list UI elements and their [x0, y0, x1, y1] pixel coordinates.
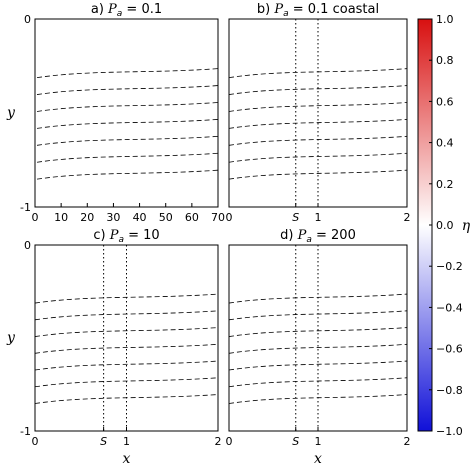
panel-title: d) Pa = 200 — [280, 228, 356, 245]
contour-line — [229, 343, 407, 354]
panel-3: d) Pa = 200 0 S 1 2 x — [226, 228, 411, 467]
y-tick-label: -1 — [20, 425, 31, 438]
contour-line — [35, 293, 218, 304]
x-tick-label: S — [100, 435, 107, 448]
colorbar-tick-label: 1.0 — [436, 13, 454, 26]
x-tick-label: S — [292, 435, 299, 448]
x-tick-label: 2 — [404, 211, 411, 224]
panel-2: c) Pa = 100 S 1 20-1yx — [6, 228, 221, 467]
colorbar-tick-label: −0.8 — [436, 384, 463, 397]
contour-line — [35, 343, 218, 354]
x-tick-label: 0 — [226, 211, 233, 224]
x-tick-label: 0 — [32, 435, 39, 448]
colorbar-tick-label: 0.4 — [436, 137, 454, 150]
contour-line — [35, 394, 218, 404]
contour-line — [229, 377, 407, 388]
contour-line — [229, 310, 407, 321]
x-axis-label: x — [314, 451, 322, 467]
plot-area — [35, 245, 218, 431]
colorbar-tick-label: 0.2 — [436, 178, 454, 191]
contour-line — [36, 135, 218, 146]
panel-1: b) Pa = 0.1 coastal 0 S 1 2 — [226, 2, 411, 224]
y-tick-label: -1 — [20, 201, 31, 214]
panel-title: a) Pa = 0.1 — [91, 2, 162, 19]
contour-line — [35, 360, 218, 371]
panel-title: b) Pa = 0.1 coastal — [257, 2, 379, 19]
x-tick-label: 60 — [185, 211, 199, 224]
contour-line — [229, 102, 407, 112]
x-tick-label: 40 — [133, 211, 147, 224]
y-tick-label: 0 — [24, 13, 31, 26]
colorbar-tick-label: 0.0 — [436, 219, 454, 232]
contour-line — [36, 169, 218, 180]
x-tick-label: 1 — [315, 211, 322, 224]
colorbar-tick-label: −0.2 — [436, 260, 463, 273]
contour-line — [229, 360, 407, 371]
contour-line — [35, 327, 218, 337]
colorbar-tick-label: 0.8 — [436, 54, 454, 67]
panel-0: a) Pa = 0.10 10 20 30 40 50 60 700-1y — [6, 2, 225, 224]
contour-line — [229, 68, 407, 79]
x-tick-label: S — [292, 211, 299, 224]
contour-line — [229, 119, 407, 129]
plot-area — [229, 245, 407, 431]
contour-line — [229, 293, 407, 304]
contour-line — [229, 394, 407, 404]
colorbar-tick-label: −0.6 — [436, 343, 463, 356]
colorbar-label: η — [462, 218, 471, 234]
colorbar-tick-label: −1.0 — [436, 425, 463, 438]
contour-line — [229, 169, 407, 180]
colorbar-tick-label: −0.4 — [436, 301, 463, 314]
y-axis-label: y — [6, 330, 16, 346]
plot-area — [229, 19, 407, 207]
contour-line — [35, 310, 218, 321]
contour-line — [36, 152, 218, 163]
x-tick-label: 10 — [54, 211, 68, 224]
contour-line — [36, 102, 218, 112]
x-tick-label: 2 — [404, 435, 411, 448]
colorbar-tick-label: 0.6 — [436, 95, 454, 108]
contour-line — [35, 377, 218, 388]
x-tick-label: 2 — [215, 435, 222, 448]
x-tick-label: 0 — [32, 211, 39, 224]
x-tick-label: 30 — [106, 211, 120, 224]
x-tick-label: 70 — [211, 211, 225, 224]
x-axis-label: x — [123, 451, 131, 467]
contour-line — [229, 135, 407, 146]
plot-area — [35, 19, 218, 207]
contour-line — [229, 152, 407, 163]
contour-line — [36, 85, 218, 95]
y-tick-label: 0 — [24, 239, 31, 252]
x-tick-label: 50 — [159, 211, 173, 224]
colorbar: 1.0 0.8 0.6 0.4 0.2 0.0 −0.2 −0.4 −0.6 −0.8 −1.0 η — [417, 13, 471, 438]
contour-line — [36, 119, 218, 129]
contour-line — [229, 85, 407, 95]
panel-title: c) Pa = 10 — [93, 228, 159, 245]
contour-line — [229, 327, 407, 337]
x-tick-label: 1 — [123, 435, 130, 448]
plot-frame — [34, 18, 219, 208]
y-axis-label: y — [6, 105, 16, 121]
x-tick-label: 20 — [80, 211, 94, 224]
x-tick-label: 0 — [226, 435, 233, 448]
contour-line — [36, 68, 218, 79]
plot-background — [35, 19, 218, 207]
x-tick-label: 1 — [315, 435, 322, 448]
